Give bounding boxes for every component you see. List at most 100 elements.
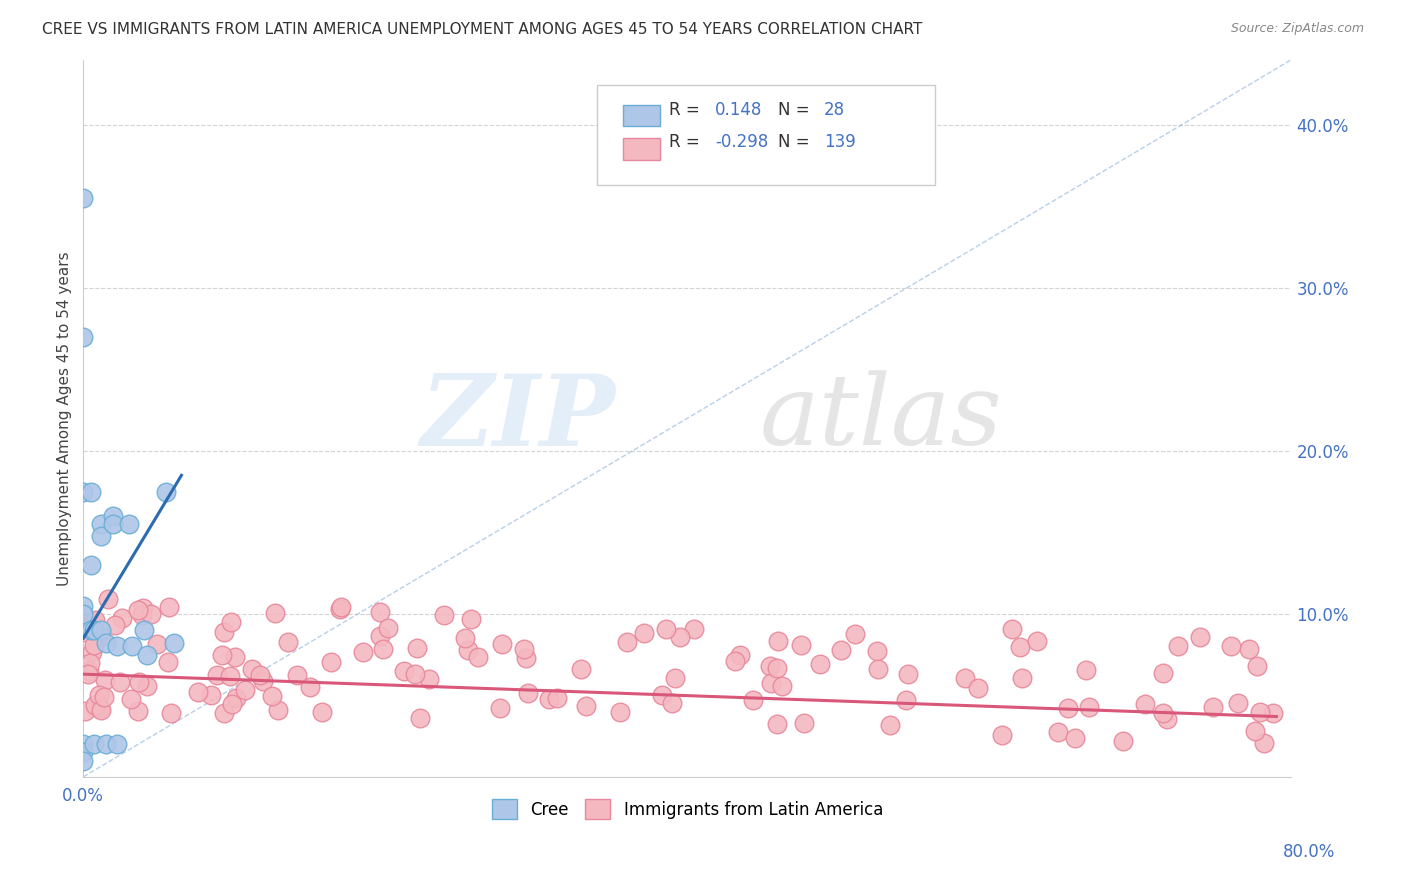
Text: 0.148: 0.148 <box>716 101 762 119</box>
Point <box>1077 699 1099 714</box>
Point <box>90 630 112 644</box>
Point <box>517 686 540 700</box>
Point <box>90 517 112 532</box>
Point <box>121 640 143 654</box>
Point <box>368 605 391 619</box>
Point <box>285 668 308 682</box>
Y-axis label: Unemployment Among Ages 45 to 54 years: Unemployment Among Ages 45 to 54 years <box>58 251 72 585</box>
Point <box>433 608 456 623</box>
Point <box>770 679 793 693</box>
Point <box>1026 633 1049 648</box>
Point <box>1133 697 1156 711</box>
Point <box>77 667 100 681</box>
Point <box>127 602 149 616</box>
Point <box>328 602 350 616</box>
Point <box>277 634 299 648</box>
Point <box>103 517 125 532</box>
Point <box>728 648 751 662</box>
Text: 80.0%: 80.0% <box>1284 843 1336 861</box>
Point <box>793 716 815 731</box>
Point <box>457 643 479 657</box>
Point <box>141 607 163 622</box>
Point <box>1219 639 1241 653</box>
Point <box>897 667 920 681</box>
FancyBboxPatch shape <box>596 85 935 186</box>
Point <box>377 621 399 635</box>
Point <box>1063 731 1085 745</box>
Point <box>120 692 142 706</box>
Point <box>1202 700 1225 714</box>
Point <box>233 683 256 698</box>
Point <box>894 693 917 707</box>
Point <box>83 700 105 714</box>
Point <box>1076 664 1098 678</box>
Point <box>742 693 765 707</box>
Point <box>1057 701 1080 715</box>
Point <box>654 622 676 636</box>
Point <box>569 662 592 676</box>
Point <box>491 637 513 651</box>
Point <box>80 645 103 659</box>
Point <box>82 615 104 629</box>
Point <box>319 656 342 670</box>
Point <box>1253 736 1275 750</box>
Point <box>94 737 117 751</box>
Point <box>1244 724 1267 739</box>
Point <box>392 664 415 678</box>
Point <box>808 657 831 671</box>
Point <box>219 669 242 683</box>
Point <box>79 656 101 670</box>
Text: -0.298: -0.298 <box>716 133 769 151</box>
Point <box>537 692 560 706</box>
Point <box>132 600 155 615</box>
Point <box>575 699 598 714</box>
Point <box>72 329 94 343</box>
Point <box>664 671 686 685</box>
Text: 28: 28 <box>824 101 845 119</box>
Point <box>93 690 115 704</box>
Point <box>211 648 233 662</box>
Point <box>546 690 568 705</box>
Point <box>205 668 228 682</box>
Point <box>868 662 890 676</box>
Text: N =: N = <box>778 133 810 151</box>
Point <box>83 737 105 751</box>
Text: 139: 139 <box>824 133 856 151</box>
Point <box>72 737 94 751</box>
Point <box>73 620 96 634</box>
Point <box>609 706 631 720</box>
Point <box>80 558 103 572</box>
Point <box>224 650 246 665</box>
Point <box>790 638 813 652</box>
Point <box>1008 640 1031 654</box>
Point <box>1011 672 1033 686</box>
Point <box>373 641 395 656</box>
Point <box>1167 639 1189 653</box>
Point <box>72 599 94 613</box>
Text: Source: ZipAtlas.com: Source: ZipAtlas.com <box>1230 22 1364 36</box>
Point <box>83 698 105 712</box>
Point <box>90 703 112 717</box>
Point <box>135 648 157 662</box>
Point <box>249 668 271 682</box>
Point <box>404 667 426 681</box>
Point <box>72 484 94 499</box>
Point <box>159 706 181 721</box>
Point <box>513 642 536 657</box>
Point <box>73 625 96 640</box>
Point <box>724 654 747 668</box>
Point <box>1246 659 1268 673</box>
Point <box>299 681 322 695</box>
Point <box>1047 725 1070 739</box>
Point <box>156 655 179 669</box>
Point <box>73 704 96 718</box>
Point <box>131 607 153 622</box>
Point <box>1156 712 1178 726</box>
Point <box>633 626 655 640</box>
Point <box>766 634 789 648</box>
Point <box>1261 706 1284 720</box>
Point <box>460 612 482 626</box>
Point <box>72 746 94 760</box>
Point <box>830 643 852 657</box>
Text: R =: R = <box>669 133 700 151</box>
